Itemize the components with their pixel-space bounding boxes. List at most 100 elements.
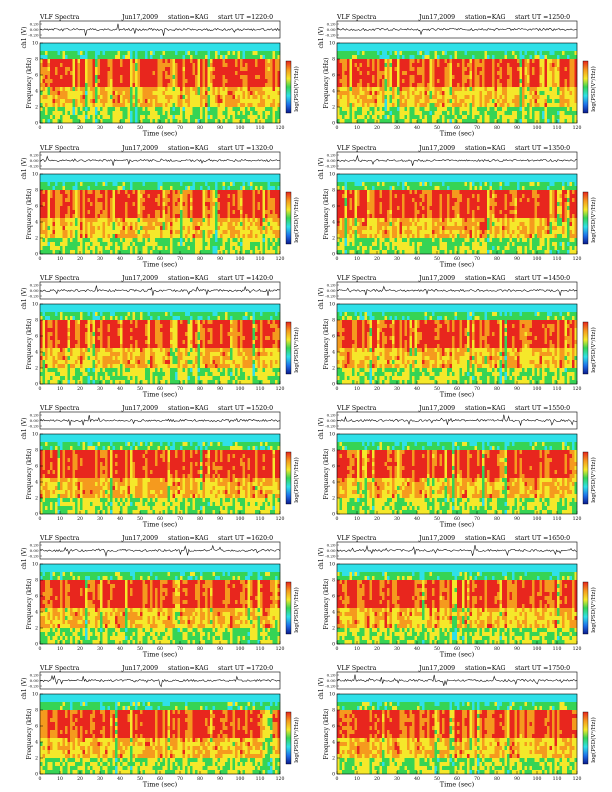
spectrogram-cell bbox=[464, 75, 468, 80]
spectrogram-cell bbox=[529, 71, 533, 76]
spectrogram-cell bbox=[527, 71, 530, 76]
spectrogram-cell bbox=[205, 75, 208, 80]
spectrogram-cell bbox=[85, 103, 88, 108]
spectrogram-cell bbox=[507, 63, 510, 68]
time-xtick-label: 0 bbox=[39, 125, 42, 131]
spectrogram-cell bbox=[397, 91, 400, 96]
spectrogram-cell bbox=[522, 55, 525, 60]
spectrogram-cell bbox=[372, 111, 375, 116]
spectrogram-cell bbox=[265, 107, 268, 112]
spectrogram-cell bbox=[130, 190, 133, 195]
spectrogram-cell bbox=[85, 186, 88, 191]
spectrogram-cell bbox=[82, 182, 86, 187]
spectrogram-cell bbox=[195, 79, 198, 84]
spectrogram-cell bbox=[150, 206, 153, 211]
spectrogram-cell bbox=[437, 43, 440, 48]
spectrogram-cell bbox=[135, 194, 138, 199]
spectrogram-cell bbox=[117, 63, 121, 68]
waveform-ytick-label: 0.00 bbox=[327, 27, 336, 32]
spectrogram-cell bbox=[82, 51, 86, 56]
spectrogram-cell bbox=[215, 190, 218, 195]
spectrogram-cell bbox=[237, 186, 241, 191]
spectrogram-cell bbox=[552, 71, 555, 76]
spectrogram-cell bbox=[449, 67, 453, 72]
spectrogram-cell bbox=[379, 119, 383, 124]
spectrogram-cell bbox=[347, 87, 350, 92]
spectrogram-cell bbox=[102, 190, 106, 195]
spectrogram-cell bbox=[62, 79, 66, 84]
spectrogram-cell bbox=[55, 59, 58, 64]
spectrogram-cell bbox=[195, 198, 198, 203]
spectrogram-cell bbox=[65, 190, 68, 195]
spectrogram-cell bbox=[247, 190, 251, 195]
spectrogram-cell bbox=[150, 107, 153, 112]
spectrogram-cell bbox=[434, 91, 438, 96]
spectrogram-cell bbox=[172, 75, 176, 80]
spectrogram-cell bbox=[349, 43, 353, 48]
spectrogram-cell bbox=[137, 59, 141, 64]
spectrogram-cell bbox=[397, 43, 400, 48]
spectrogram-cell bbox=[509, 59, 513, 64]
spectrogram-cell bbox=[364, 79, 368, 84]
spectrogram-cell bbox=[90, 59, 93, 64]
spectrogram-cell bbox=[45, 107, 48, 112]
spectrogram-cell bbox=[469, 95, 473, 100]
spectrogram-cell bbox=[544, 47, 548, 52]
spectrogram-cell bbox=[354, 99, 358, 104]
spectrogram-cell bbox=[459, 115, 463, 120]
spectrogram-cell bbox=[554, 99, 558, 104]
spectrogram-cell bbox=[70, 206, 73, 211]
spectrogram-cell bbox=[494, 63, 498, 68]
spectrogram-cell bbox=[237, 103, 241, 108]
spectrogram-cell bbox=[135, 75, 138, 80]
spectrogram-cell bbox=[414, 91, 418, 96]
spectrogram-cell bbox=[384, 43, 388, 48]
spectrogram-cell bbox=[157, 174, 161, 179]
spectrogram-cell bbox=[414, 87, 418, 92]
spectrogram-cell bbox=[222, 206, 226, 211]
spectrogram-cell bbox=[65, 194, 68, 199]
spectrogram-cell bbox=[75, 178, 78, 183]
spectrogram-cell bbox=[494, 47, 498, 52]
spectrogram-cell bbox=[524, 111, 528, 116]
spectrogram-cell bbox=[47, 182, 51, 187]
spectrogram-cell bbox=[125, 79, 128, 84]
spectrogram-cell bbox=[195, 103, 198, 108]
spectrogram-cell bbox=[162, 95, 166, 100]
spectrogram-cell bbox=[187, 115, 191, 120]
spectrogram-cell bbox=[337, 95, 340, 100]
spectrogram-cell bbox=[120, 87, 123, 92]
spectrogram-cell bbox=[232, 55, 236, 60]
spectrogram-cell bbox=[117, 111, 121, 116]
spectrogram-cell bbox=[147, 103, 151, 108]
spectrogram-cell bbox=[352, 91, 355, 96]
spectrogram-cell bbox=[140, 91, 143, 96]
spectrogram-cell bbox=[564, 115, 568, 120]
spectrogram-cell bbox=[162, 210, 166, 215]
spectrogram-cell bbox=[467, 91, 470, 96]
spectrogram-cell bbox=[65, 91, 68, 96]
spectrogram-cell bbox=[132, 75, 136, 80]
spectrogram-cell bbox=[140, 51, 143, 56]
spectrogram-cell bbox=[45, 206, 48, 211]
spectrogram-cell bbox=[197, 83, 201, 88]
spectrogram-cell bbox=[232, 111, 236, 116]
time-xtick-label: 110 bbox=[256, 125, 265, 131]
spectrogram-cell bbox=[507, 119, 510, 124]
spectrogram-cell bbox=[202, 51, 206, 56]
time-xtick-label: 60 bbox=[454, 125, 460, 131]
spectrogram-cell bbox=[132, 103, 136, 108]
spectrogram-cell bbox=[202, 182, 206, 187]
spectrogram-cell bbox=[172, 63, 176, 68]
spectrogram-cell bbox=[52, 210, 56, 215]
spectrogram-cell bbox=[552, 115, 555, 120]
spectrogram-cell bbox=[377, 55, 380, 60]
spectrogram-cell bbox=[262, 59, 266, 64]
spectrogram-cell bbox=[227, 51, 231, 56]
spectrogram-cell bbox=[230, 119, 233, 124]
spectrogram-cell bbox=[444, 75, 448, 80]
spectrogram-cell bbox=[172, 79, 176, 84]
spectrogram-cell bbox=[449, 95, 453, 100]
spectrogram-cell bbox=[172, 198, 176, 203]
spectrogram-cell bbox=[117, 178, 121, 183]
